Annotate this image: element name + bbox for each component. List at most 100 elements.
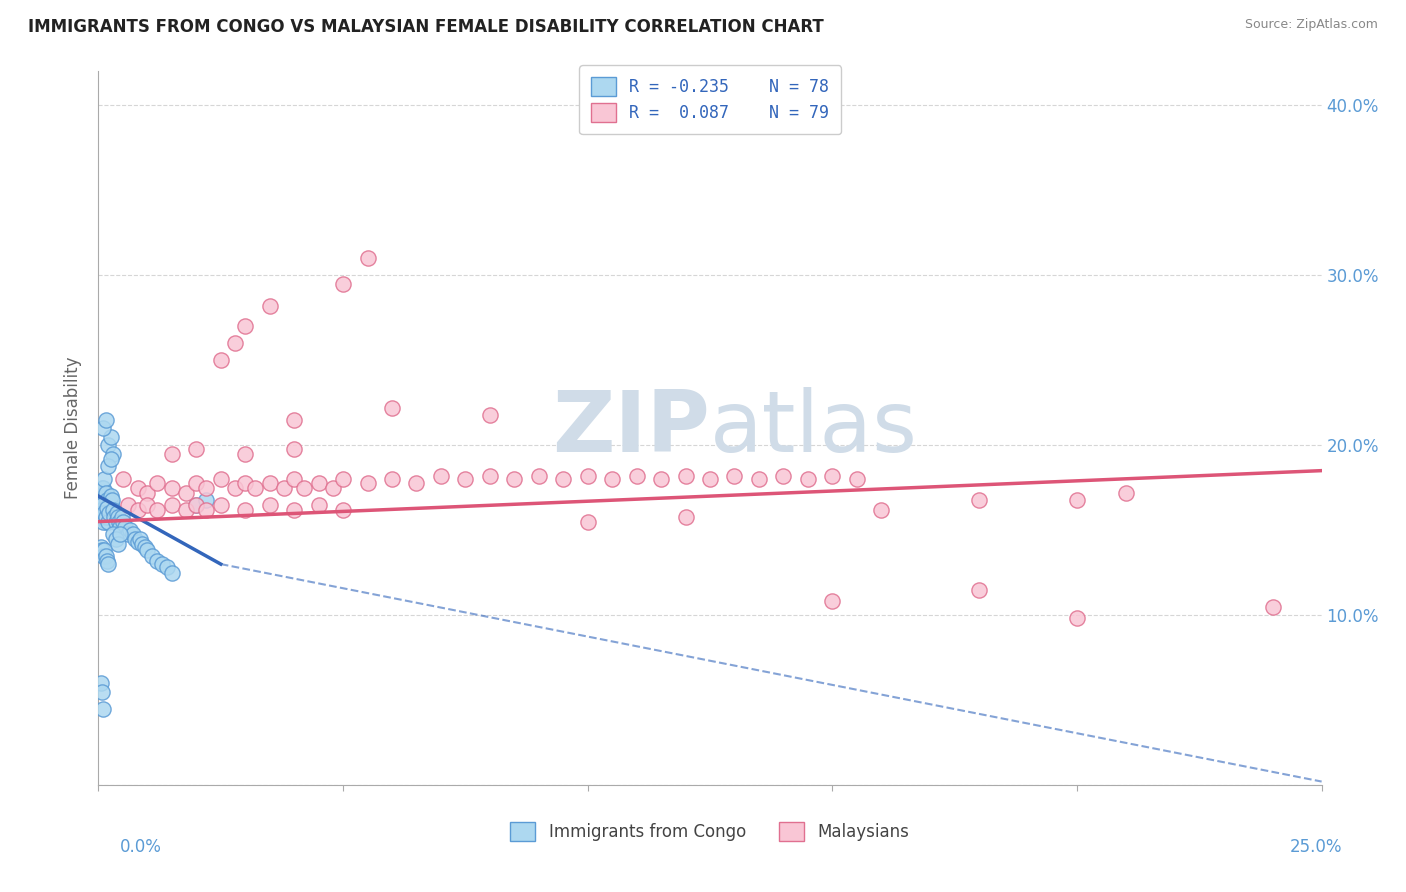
- Point: [127, 535, 149, 549]
- Point: [576, 515, 599, 529]
- Point: [195, 502, 218, 516]
- Point: [90, 489, 112, 503]
- Point: [107, 509, 129, 524]
- Point: [120, 523, 142, 537]
- Point: [772, 468, 794, 483]
- Point: [186, 498, 208, 512]
- Point: [90, 506, 112, 520]
- Point: [108, 515, 131, 529]
- Point: [91, 498, 114, 512]
- Point: [97, 458, 120, 473]
- Point: [136, 485, 159, 500]
- Point: [134, 540, 156, 554]
- Point: [96, 502, 118, 516]
- Point: [124, 532, 146, 546]
- Point: [160, 566, 183, 580]
- Point: [117, 526, 139, 541]
- Point: [322, 481, 344, 495]
- Point: [97, 498, 120, 512]
- Point: [308, 498, 330, 512]
- Point: [114, 519, 136, 533]
- Point: [332, 277, 354, 291]
- Point: [308, 475, 330, 490]
- Point: [233, 319, 256, 334]
- Point: [127, 502, 149, 516]
- Point: [283, 472, 305, 486]
- Point: [91, 502, 114, 516]
- Point: [97, 438, 120, 452]
- Point: [186, 442, 208, 456]
- Point: [91, 549, 114, 563]
- Point: [100, 498, 122, 512]
- Point: [233, 475, 256, 490]
- Point: [797, 472, 820, 486]
- Point: [600, 472, 623, 486]
- Point: [146, 502, 169, 516]
- Point: [101, 502, 124, 516]
- Point: [98, 506, 121, 520]
- Point: [97, 506, 120, 520]
- Text: 0.0%: 0.0%: [120, 838, 162, 856]
- Point: [98, 502, 121, 516]
- Point: [94, 509, 117, 524]
- Point: [748, 472, 770, 486]
- Point: [96, 498, 118, 512]
- Point: [224, 481, 246, 495]
- Point: [94, 412, 117, 426]
- Point: [356, 475, 378, 490]
- Point: [186, 475, 208, 490]
- Point: [209, 472, 232, 486]
- Point: [821, 594, 844, 608]
- Point: [97, 515, 120, 529]
- Point: [723, 468, 745, 483]
- Point: [105, 506, 128, 520]
- Point: [332, 472, 354, 486]
- Point: [160, 481, 183, 495]
- Point: [430, 468, 453, 483]
- Point: [103, 509, 125, 524]
- Point: [1115, 485, 1137, 500]
- Point: [90, 676, 112, 690]
- Point: [91, 684, 114, 698]
- Point: [91, 481, 114, 495]
- Point: [845, 472, 868, 486]
- Point: [233, 447, 256, 461]
- Point: [117, 498, 139, 512]
- Point: [381, 472, 404, 486]
- Point: [91, 481, 114, 495]
- Point: [141, 549, 163, 563]
- Point: [478, 468, 501, 483]
- Point: [136, 543, 159, 558]
- Point: [146, 475, 169, 490]
- Point: [97, 489, 120, 503]
- Point: [283, 442, 305, 456]
- Point: [160, 498, 183, 512]
- Point: [405, 475, 427, 490]
- Point: [283, 502, 305, 516]
- Point: [91, 515, 114, 529]
- Point: [121, 526, 143, 541]
- Point: [91, 543, 114, 558]
- Point: [454, 472, 477, 486]
- Point: [675, 509, 697, 524]
- Point: [104, 515, 127, 529]
- Point: [1261, 599, 1284, 614]
- Point: [821, 468, 844, 483]
- Point: [93, 472, 115, 486]
- Point: [104, 532, 127, 546]
- Text: 25.0%: 25.0%: [1291, 838, 1343, 856]
- Point: [283, 412, 305, 426]
- Point: [1066, 492, 1088, 507]
- Point: [186, 498, 208, 512]
- Point: [111, 509, 134, 524]
- Legend: Immigrants from Congo, Malaysians: Immigrants from Congo, Malaysians: [503, 815, 917, 848]
- Point: [209, 353, 232, 368]
- Point: [527, 468, 550, 483]
- Point: [98, 492, 121, 507]
- Point: [967, 492, 990, 507]
- Point: [100, 489, 122, 503]
- Point: [1066, 611, 1088, 625]
- Point: [209, 498, 232, 512]
- Point: [110, 519, 132, 533]
- Point: [96, 554, 118, 568]
